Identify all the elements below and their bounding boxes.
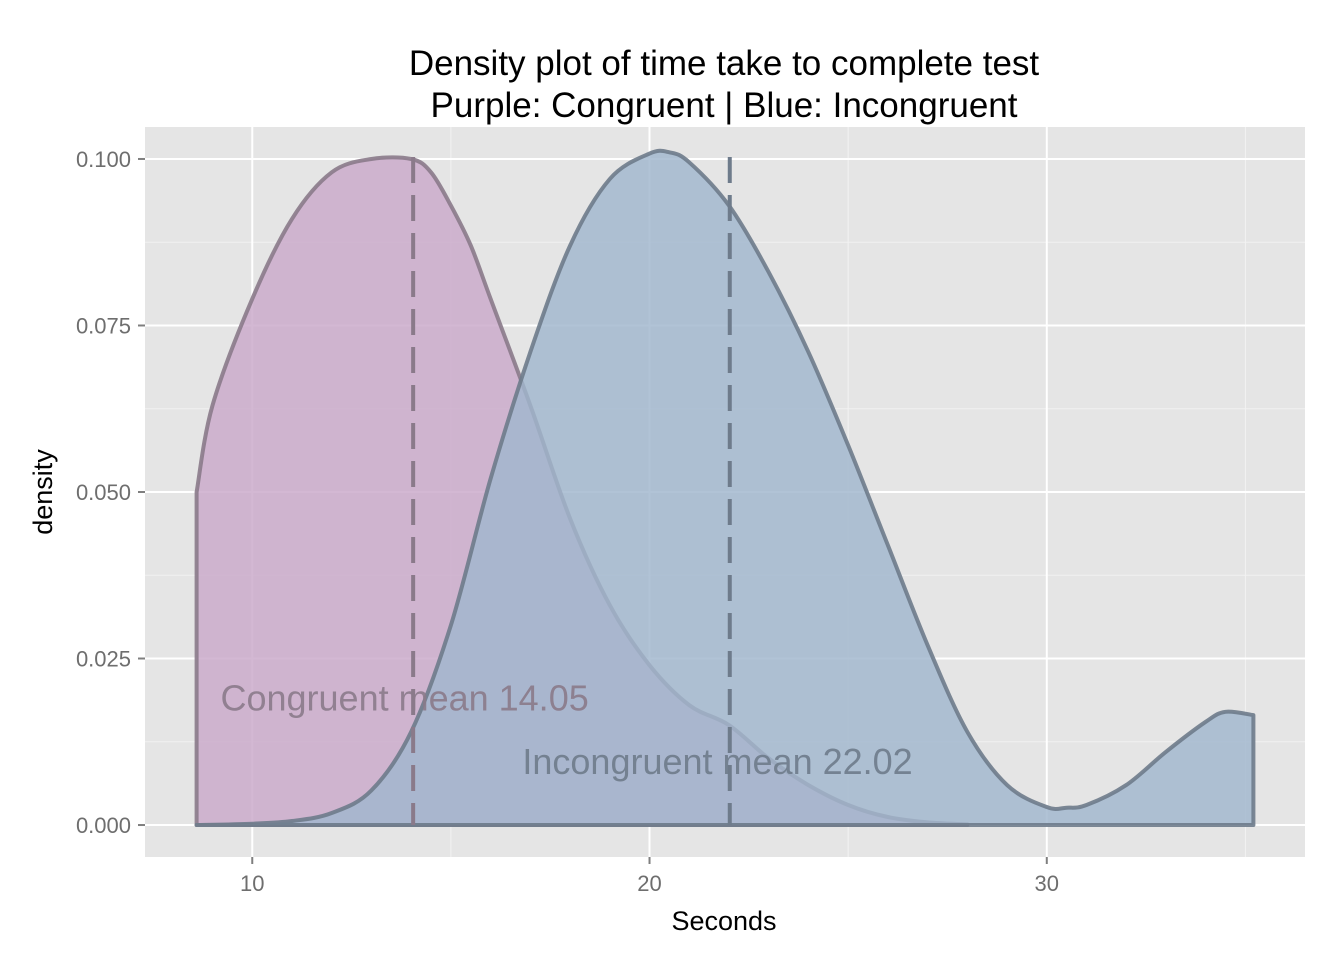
y-tick-label: 0.075 — [76, 313, 131, 338]
density-areas — [194, 148, 1256, 827]
y-axis-title: density — [28, 449, 58, 535]
x-tick-label: 30 — [1035, 871, 1059, 896]
y-tick-label: 0.100 — [76, 147, 131, 172]
y-tick-label: 0.000 — [76, 813, 131, 838]
incongruent-mean-annotation: Incongruent mean 22.02 — [522, 741, 912, 782]
chart-subtitle: Purple: Congruent | Blue: Incongruent — [431, 86, 1018, 125]
mean-lines — [411, 157, 732, 826]
x-tick-label: 20 — [637, 871, 661, 896]
y-tick-label: 0.050 — [76, 480, 131, 505]
x-axis-title: Seconds — [671, 906, 776, 936]
mean-annotations: Congruent mean 14.05 Incongruent mean 22.… — [220, 677, 912, 781]
y-tick-label: 0.025 — [76, 647, 131, 672]
incongruent-density-area — [194, 148, 1256, 827]
x-tick-label: 10 — [240, 871, 264, 896]
chart-title: Density plot of time take to complete te… — [409, 44, 1040, 83]
axis-ticks: 10 20 30 0.000 0.025 0.050 0.075 0.100 — [76, 147, 1059, 896]
congruent-mean-annotation: Congruent mean 14.05 — [220, 677, 588, 718]
